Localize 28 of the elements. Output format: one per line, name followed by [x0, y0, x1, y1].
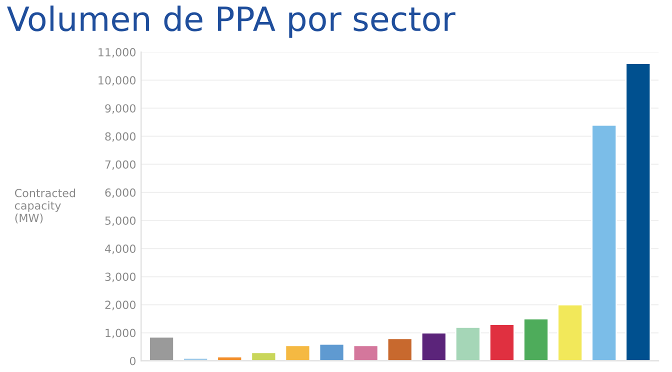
y-tick-label: 1,000 [106, 328, 136, 338]
chart-title: Volumen de PPA por sector [6, 6, 456, 38]
bar [250, 352, 277, 361]
bar [489, 324, 515, 361]
y-tick-label: 6,000 [105, 188, 136, 198]
bar [386, 338, 413, 361]
bar [216, 356, 243, 361]
bar [352, 344, 379, 361]
y-tick-label: 10,000 [98, 76, 136, 86]
y-tick-label: 3,000 [105, 272, 136, 282]
y-tick-label: 0 [130, 356, 136, 366]
bar [420, 332, 447, 361]
y-tick-label: 4,000 [104, 244, 136, 254]
bar [625, 62, 652, 361]
y-tick-label: 8,000 [105, 132, 136, 142]
bar [557, 304, 583, 361]
y-tick-label: 5,000 [105, 216, 136, 226]
bar [148, 336, 174, 361]
bar [318, 343, 345, 361]
y-axis-title: Contracted capacity (MW) [14, 188, 76, 224]
y-tick-label: 9,000 [105, 104, 136, 114]
y-tick-label: 2,000 [105, 300, 136, 310]
bar [591, 124, 618, 361]
bar [523, 318, 549, 361]
bar [454, 326, 481, 361]
y-tick-label: 7,000 [105, 160, 136, 170]
y-tick-label: 11,000 [98, 48, 136, 58]
bar [284, 344, 311, 361]
